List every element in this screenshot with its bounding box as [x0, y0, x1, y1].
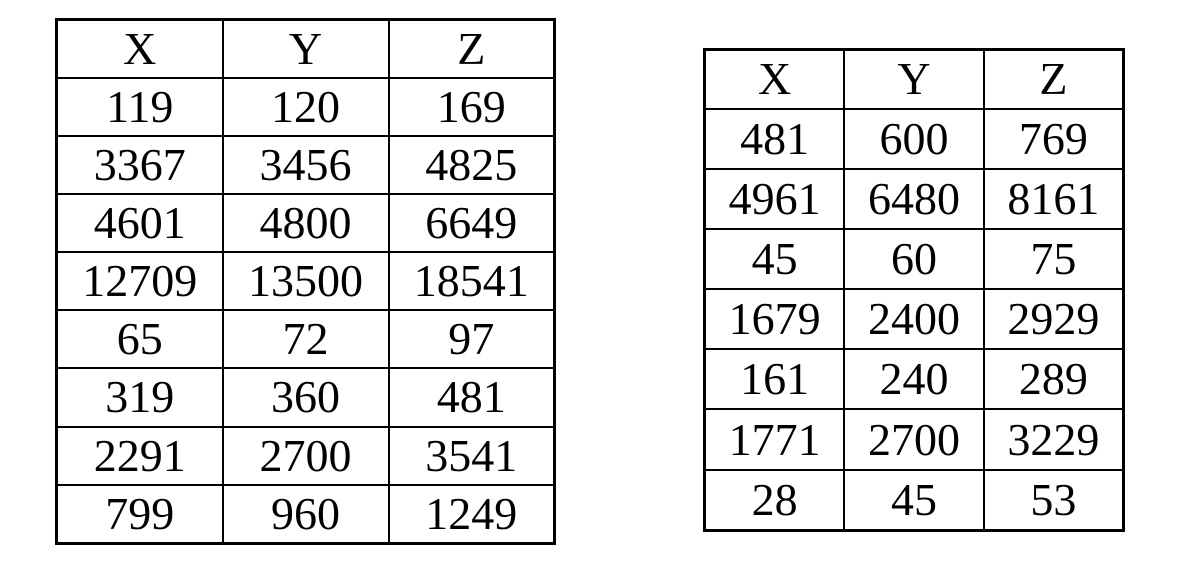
- table-row: 28 45 53: [703, 468, 1125, 532]
- table-row: 12709 13500 18541: [55, 251, 556, 312]
- table-cell: 53: [982, 468, 1125, 532]
- table-row: 4601 4800 6649: [55, 192, 556, 254]
- table-cell: 4961: [703, 167, 846, 230]
- table-cell: 3456: [221, 134, 390, 195]
- table-cell: 2291: [55, 425, 224, 486]
- table-cell: 769: [982, 107, 1125, 170]
- table-cell: 65: [55, 309, 224, 370]
- table-cell: 4825: [387, 134, 556, 195]
- table-cell: 2400: [843, 288, 985, 351]
- table-cell: 75: [982, 227, 1125, 291]
- table-cell: 360: [221, 367, 390, 428]
- table-cell: 4601: [55, 192, 224, 254]
- column-header: Y: [221, 18, 390, 79]
- table-cell: 45: [843, 468, 985, 532]
- table-row: 119 120 169: [55, 76, 556, 137]
- table-cell: 2700: [221, 425, 390, 486]
- table-cell: 240: [843, 348, 985, 411]
- table-cell: 2700: [843, 408, 985, 471]
- table-row: 319 360 481: [55, 367, 556, 428]
- table-cell: 12709: [55, 251, 224, 312]
- table-cell: 3367: [55, 134, 224, 195]
- table-cell: 1249: [387, 483, 556, 545]
- table-cell: 18541: [387, 251, 556, 312]
- table-cell: 45: [703, 227, 846, 291]
- table-row: 799 960 1249: [55, 483, 556, 545]
- table-cell: 1771: [703, 408, 846, 471]
- column-header: Z: [387, 18, 556, 79]
- table-cell: 799: [55, 483, 224, 545]
- table-cell: 960: [221, 483, 390, 545]
- column-header: Y: [843, 48, 985, 110]
- table-cell: 6649: [387, 192, 556, 254]
- table-row: 161 240 289: [703, 348, 1125, 411]
- table-left-body: 119 120 169 3367 3456 4825 4601 4800 6649 12709 13…: [55, 76, 556, 545]
- table-cell: 289: [982, 348, 1125, 411]
- table-row: 1771 2700 3229: [703, 408, 1125, 471]
- table-row: 4961 6480 8161: [703, 167, 1125, 230]
- table-row: 2291 2700 3541: [55, 425, 556, 486]
- column-header: Z: [982, 48, 1125, 110]
- table-row: 481 600 769: [703, 107, 1125, 170]
- table-cell: 13500: [221, 251, 390, 312]
- table-cell: 6480: [843, 167, 985, 230]
- table-cell: 8161: [982, 167, 1125, 230]
- table-cell: 481: [387, 367, 556, 428]
- table-cell: 2929: [982, 288, 1125, 351]
- table-cell: 120: [221, 76, 390, 137]
- table-cell: 28: [703, 468, 846, 532]
- table-cell: 319: [55, 367, 224, 428]
- table-cell: 97: [387, 309, 556, 370]
- table-cell: 161: [703, 348, 846, 411]
- table-cell: 119: [55, 76, 224, 137]
- table-cell: 169: [387, 76, 556, 137]
- column-header: X: [55, 18, 224, 79]
- table-cell: 60: [843, 227, 985, 291]
- table-right-body: 481 600 769 4961 6480 8161 45 60 75 1679 2400 2929 1…: [703, 107, 1125, 532]
- table-cell: 4800: [221, 192, 390, 254]
- column-header: X: [703, 48, 846, 110]
- table-row: 3367 3456 4825: [55, 134, 556, 195]
- table-cell: 1679: [703, 288, 846, 351]
- table-row: 45 60 75: [703, 227, 1125, 291]
- table-cell: 600: [843, 107, 985, 170]
- table-row: 1679 2400 2929: [703, 288, 1125, 351]
- table-cell: 3541: [387, 425, 556, 486]
- table-row: 65 72 97: [55, 309, 556, 370]
- table-cell: 72: [221, 309, 390, 370]
- table-cell: 481: [703, 107, 846, 170]
- table-cell: 3229: [982, 408, 1125, 471]
